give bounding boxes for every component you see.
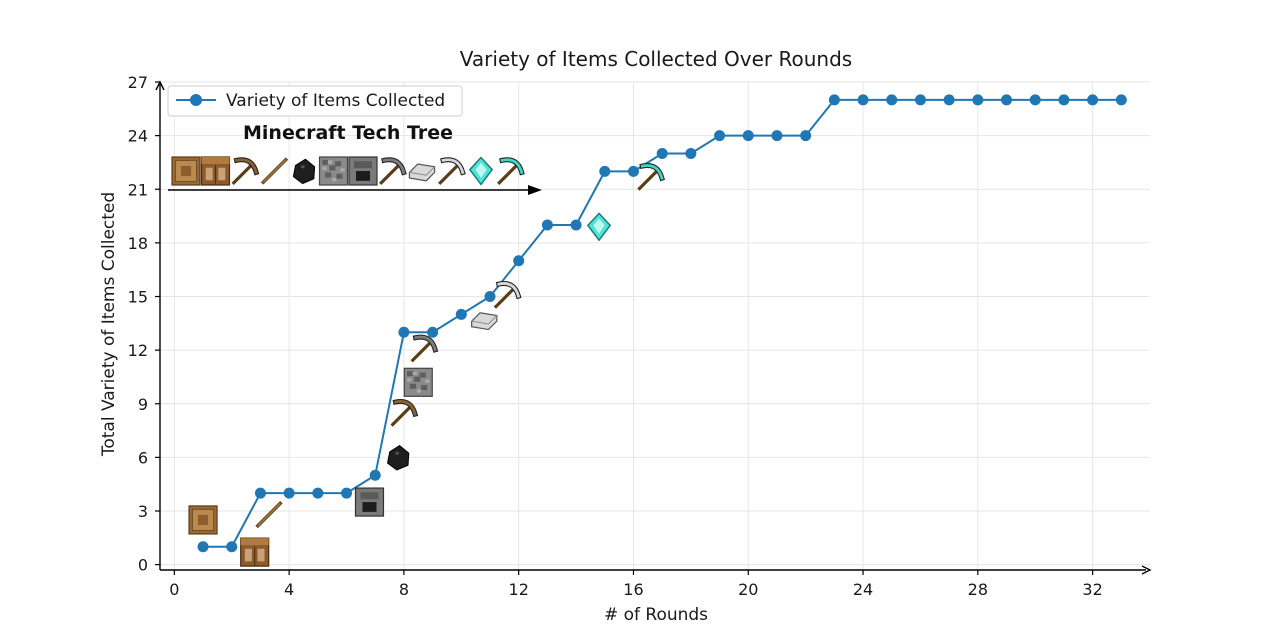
data-point: [1087, 94, 1099, 106]
iron-ingot-icon: [471, 312, 498, 331]
iron-ingot-icon: [408, 163, 436, 182]
y-tick-label: 15: [128, 288, 148, 307]
legend-marker: [190, 94, 202, 106]
tech-tree-arrow-head: [528, 185, 542, 195]
x-tick-label: 20: [738, 580, 758, 599]
stick-icon: [260, 157, 289, 185]
data-point: [800, 130, 812, 142]
data-point: [283, 487, 295, 499]
y-tick-label: 27: [128, 73, 148, 92]
data-point: [484, 291, 496, 303]
tech-tree-annotation: Minecraft Tech Tree: [168, 122, 542, 195]
grid: [160, 81, 1150, 570]
chart-title: Variety of Items Collected Over Rounds: [460, 47, 852, 71]
data-point: [685, 148, 697, 160]
wooden-pickaxe-icon: [231, 157, 260, 186]
legend-label: Variety of Items Collected: [226, 91, 445, 111]
stone-pickaxe-icon: [379, 157, 407, 186]
stone-pickaxe-icon: [410, 334, 439, 363]
y-tick-label: 6: [138, 448, 148, 467]
y-tick-label: 0: [138, 556, 148, 575]
diamond-pickaxe-icon: [637, 163, 665, 191]
log-icon: [171, 156, 201, 186]
furnace-icon: [354, 487, 385, 517]
x-axis-label: # of Rounds: [604, 605, 708, 625]
data-point: [398, 326, 410, 338]
log-icon: [188, 505, 218, 535]
ticks: 0 4 8 12 16 20 24 28 32 0 3 6 9 12 15 18 21 24 27: [128, 73, 1103, 599]
data-point: [914, 94, 926, 106]
data-point: [570, 219, 582, 231]
y-tick-label: 18: [128, 234, 148, 253]
y-tick-label: 3: [138, 502, 148, 521]
data-point: [1058, 94, 1070, 106]
y-axis-label: Total Variety of Items Collected: [99, 192, 119, 457]
legend-box: [167, 85, 463, 117]
data-point: [226, 541, 238, 553]
data-point: [369, 469, 381, 481]
data-point: [742, 130, 754, 142]
cobblestone-icon: [318, 156, 349, 186]
x-tick-label: 12: [509, 580, 529, 599]
crafting-table-icon: [200, 156, 231, 186]
data-point: [656, 148, 668, 160]
data-point: [341, 487, 353, 499]
crafting-table-icon: [240, 537, 270, 567]
data-point: [972, 94, 984, 106]
data-point: [943, 94, 955, 106]
data-point: [1029, 94, 1041, 106]
data-point: [886, 94, 898, 106]
y-tick-label: 9: [138, 395, 148, 414]
data-point: [857, 94, 869, 106]
data-point: [828, 94, 840, 106]
x-tick-label: 16: [623, 580, 643, 599]
series: [197, 94, 1127, 553]
data-point: [541, 219, 553, 231]
x-tick-label: 24: [853, 580, 873, 599]
furnace-icon: [348, 156, 378, 186]
data-point: [312, 487, 324, 499]
y-tick-label: 24: [128, 127, 148, 146]
data-point: [1001, 94, 1013, 106]
diamond-icon: [586, 212, 612, 242]
tech-tree-title: Minecraft Tech Tree: [243, 122, 453, 144]
data-point: [771, 130, 783, 142]
coal-icon: [292, 158, 316, 185]
data-point: [1115, 94, 1127, 106]
diamond-icon: [468, 156, 494, 186]
diamond-pickaxe-icon: [497, 157, 525, 186]
axes: [155, 80, 1152, 575]
data-point: [427, 326, 439, 338]
x-tick-label: 8: [399, 580, 409, 599]
coal-icon: [386, 445, 410, 471]
data-point: [455, 308, 467, 320]
data-point: [197, 541, 209, 553]
wooden-pickaxe-icon: [390, 399, 419, 427]
x-tick-label: 32: [1082, 580, 1102, 599]
x-axis-arrow: [1141, 565, 1152, 575]
stick-icon: [255, 500, 283, 529]
data-point: [714, 130, 726, 142]
x-tick-label: 0: [169, 580, 179, 599]
cobblestone-icon: [403, 367, 433, 397]
x-tick-label: 4: [284, 580, 294, 599]
point-icons: [188, 163, 665, 567]
iron-pickaxe-icon: [493, 281, 522, 309]
data-point: [599, 165, 611, 177]
iron-pickaxe-icon: [438, 157, 466, 186]
data-point: [254, 487, 266, 499]
x-tick-label: 28: [968, 580, 988, 599]
y-tick-label: 21: [128, 180, 148, 199]
legend: Variety of Items Collected: [167, 85, 463, 117]
data-point: [513, 255, 525, 267]
y-tick-label: 12: [128, 341, 148, 360]
data-point: [627, 165, 639, 177]
